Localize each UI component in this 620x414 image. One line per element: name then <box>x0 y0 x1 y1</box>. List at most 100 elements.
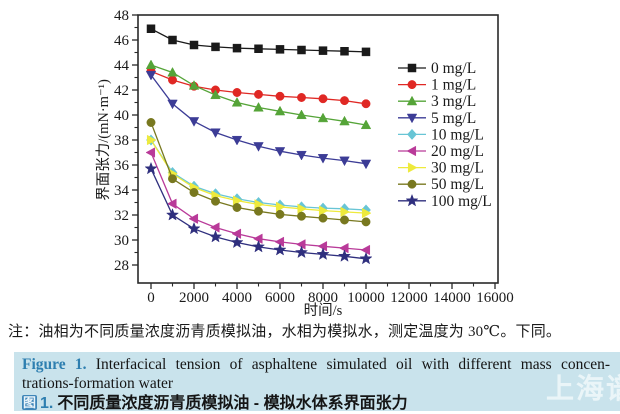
y-tick-label: 44 <box>114 58 130 74</box>
data-point-marker <box>168 174 177 184</box>
data-point-marker <box>273 243 287 256</box>
data-point-marker <box>340 96 349 106</box>
x-axis-label: 时间/s <box>304 302 343 316</box>
data-point-marker <box>316 247 330 260</box>
data-point-marker <box>253 142 264 152</box>
legend-item-30-mg-l: 30 mg/L <box>398 160 484 177</box>
plot-frame <box>137 14 499 284</box>
data-point-marker <box>275 45 285 54</box>
data-point-marker <box>340 215 349 225</box>
data-point-marker <box>145 59 157 70</box>
series-markers-0-mg-l <box>146 24 371 57</box>
data-point-marker <box>275 201 286 213</box>
data-point-marker <box>361 47 371 57</box>
legend-item-5-mg-l: 5 mg/L <box>398 110 476 127</box>
series-markers-20-mg-l <box>145 147 371 256</box>
data-point-marker <box>231 135 243 146</box>
y-tick-label: 28 <box>114 258 129 274</box>
caption-english-line2: trations-formation water <box>22 374 174 392</box>
data-point-marker <box>231 96 243 107</box>
y-tick-label: 46 <box>114 33 130 49</box>
data-point-marker <box>297 211 306 221</box>
legend-label: 30 mg/L <box>431 160 484 177</box>
data-point-marker <box>318 46 328 55</box>
legend-item-50-mg-l: 50 mg/L <box>398 176 484 193</box>
legend-label: 10 mg/L <box>431 126 484 143</box>
data-point-marker <box>297 93 306 102</box>
data-point-marker <box>254 199 265 210</box>
data-point-marker <box>296 109 307 120</box>
data-point-marker <box>294 245 309 259</box>
data-point-marker <box>317 154 329 164</box>
data-point-marker <box>361 99 371 109</box>
data-point-marker <box>166 198 177 209</box>
data-point-marker <box>188 213 199 224</box>
data-point-marker <box>254 89 263 99</box>
legend-label: 0 mg/L <box>431 60 476 77</box>
series-markers-3-mg-l <box>145 59 372 130</box>
data-point-marker <box>168 75 177 85</box>
data-point-marker <box>211 196 220 206</box>
data-point-marker <box>144 161 158 175</box>
caption-chinese-text: 不同质量浓度沥青质模拟油 - 模拟水体系界面张力 <box>57 395 408 412</box>
data-point-marker <box>407 162 418 173</box>
data-point-marker <box>210 89 221 100</box>
data-point-marker <box>209 222 220 233</box>
data-point-marker <box>406 113 418 124</box>
data-point-marker <box>339 115 350 126</box>
data-point-marker <box>252 233 263 244</box>
data-point-marker <box>407 128 417 140</box>
figure-number-zh: 1. <box>40 395 54 412</box>
caption-english-text1: Interfacical tension of asphaltene simul… <box>95 356 610 373</box>
data-point-marker <box>230 235 244 249</box>
y-tick-label: 30 <box>114 233 129 249</box>
interfacial-tension-chart: 0 2000 4000 6000 8000 10000 12000 14000 16000 28 3… <box>95 8 514 319</box>
data-point-marker <box>340 206 351 218</box>
caption-english-line1: Figure 1. Interfacical tension of asphal… <box>22 356 610 375</box>
data-point-marker <box>405 193 419 207</box>
data-point-marker <box>211 42 220 52</box>
data-point-marker <box>254 44 263 53</box>
data-point-marker <box>297 203 308 214</box>
data-point-marker <box>232 43 242 53</box>
y-tick-label: 40 <box>114 108 129 124</box>
legend-item-20-mg-l: 20 mg/L <box>398 143 484 160</box>
data-point-marker <box>167 99 178 110</box>
series-markers-1-mg-l <box>146 66 371 109</box>
legend-label: 1 mg/L <box>431 77 476 94</box>
y-tick-label: 38 <box>114 133 129 149</box>
data-point-marker <box>188 80 200 90</box>
figure-icon: 图 <box>22 395 38 410</box>
series-markers-50-mg-l <box>146 118 371 227</box>
data-point-marker <box>361 207 372 219</box>
figure-number-label: Figure 1. <box>22 356 87 373</box>
series-markers-5-mg-l <box>145 70 372 170</box>
y-tick-label: 42 <box>114 83 129 99</box>
data-point-marker <box>168 35 177 45</box>
data-point-marker <box>295 239 306 250</box>
x-tick-label: 6000 <box>265 290 295 306</box>
data-point-marker <box>254 206 263 216</box>
data-point-marker <box>340 47 349 56</box>
data-point-marker <box>359 251 373 265</box>
x-tick-label: 4000 <box>222 290 252 306</box>
x-tick-label: 0 <box>147 290 155 306</box>
series-markers-100-mg-l <box>144 161 373 265</box>
x-tick-label: 10000 <box>347 290 385 306</box>
data-point-marker <box>337 249 352 262</box>
data-point-marker <box>146 24 156 33</box>
legend-label: 3 mg/L <box>431 93 476 110</box>
data-point-marker <box>338 242 349 254</box>
data-point-marker <box>360 159 372 170</box>
data-point-marker <box>296 150 307 161</box>
x-tick-label: 16000 <box>476 290 514 306</box>
data-point-marker <box>407 80 417 90</box>
data-point-marker <box>406 145 417 157</box>
data-point-marker <box>189 188 199 197</box>
legend-item-3-mg-l: 3 mg/L <box>398 93 476 110</box>
data-point-marker <box>274 147 286 157</box>
caption-band: Figure 1. Interfacical tension of asphal… <box>14 352 620 412</box>
legend-label: 5 mg/L <box>431 110 476 127</box>
data-point-marker <box>210 128 221 139</box>
